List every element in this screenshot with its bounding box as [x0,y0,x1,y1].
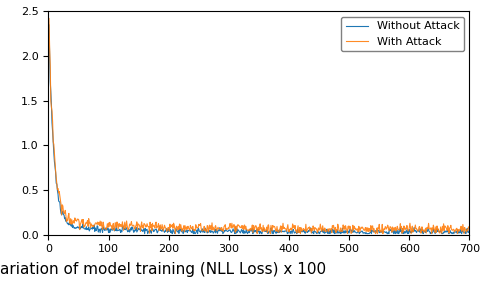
Legend: Without Attack, With Attack: Without Attack, With Attack [341,17,464,51]
Without Attack [150,227,155,231]
Without Attack [165,227,171,231]
Without Attack [46,23,52,27]
Without Attack [323,231,329,234]
With Attack [149,229,155,233]
Without Attack [180,228,185,232]
With Attack [425,222,431,225]
With Attack [467,227,472,230]
With Attack [374,227,380,230]
With Attack [180,227,185,231]
Without Attack [467,231,472,234]
Line: With Attack: With Attack [49,19,469,234]
With Attack [46,17,52,20]
Text: ariation of model training (NLL Loss) x 100: ariation of model training (NLL Loss) x … [0,263,326,277]
Without Attack [425,229,431,232]
With Attack [172,232,178,235]
Without Attack [374,229,380,232]
With Attack [165,228,170,231]
Line: Without Attack: Without Attack [49,25,469,234]
With Attack [323,230,329,233]
Without Attack [142,232,148,235]
